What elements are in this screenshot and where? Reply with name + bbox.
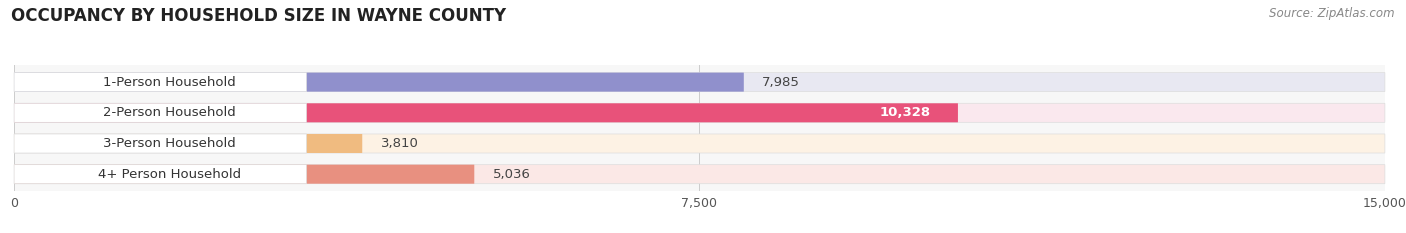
Text: 5,036: 5,036 [492, 168, 530, 181]
Text: Source: ZipAtlas.com: Source: ZipAtlas.com [1270, 7, 1395, 20]
FancyBboxPatch shape [14, 134, 307, 153]
Text: 3-Person Household: 3-Person Household [103, 137, 236, 150]
Text: 4+ Person Household: 4+ Person Household [98, 168, 240, 181]
FancyBboxPatch shape [14, 134, 1385, 153]
FancyBboxPatch shape [14, 73, 744, 92]
Text: 10,328: 10,328 [879, 106, 931, 119]
Text: 2-Person Household: 2-Person Household [103, 106, 236, 119]
FancyBboxPatch shape [14, 165, 474, 184]
Text: 7,985: 7,985 [762, 76, 800, 89]
FancyBboxPatch shape [14, 165, 307, 184]
Text: 3,810: 3,810 [381, 137, 419, 150]
FancyBboxPatch shape [14, 103, 307, 122]
FancyBboxPatch shape [14, 134, 363, 153]
FancyBboxPatch shape [14, 165, 1385, 184]
FancyBboxPatch shape [14, 73, 1385, 92]
FancyBboxPatch shape [14, 103, 1385, 122]
Text: OCCUPANCY BY HOUSEHOLD SIZE IN WAYNE COUNTY: OCCUPANCY BY HOUSEHOLD SIZE IN WAYNE COU… [11, 7, 506, 25]
Text: 1-Person Household: 1-Person Household [103, 76, 236, 89]
FancyBboxPatch shape [14, 103, 957, 122]
FancyBboxPatch shape [14, 73, 307, 92]
